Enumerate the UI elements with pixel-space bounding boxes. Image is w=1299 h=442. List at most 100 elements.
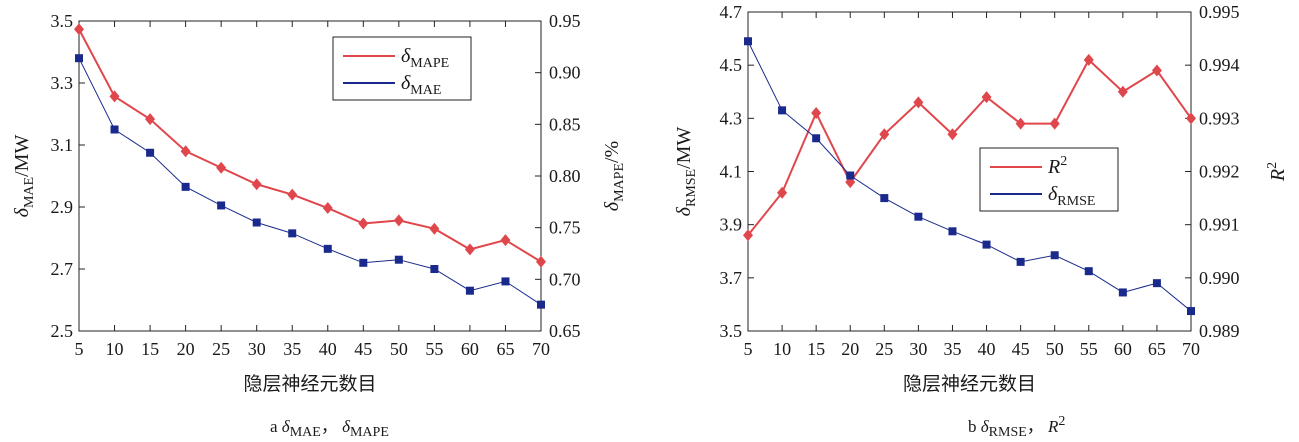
x-tick-label: 65 [1148,339,1166,359]
x-tick-label: 65 [496,339,514,359]
x-tick-label: 60 [1114,339,1132,359]
data-point-diamond [180,145,191,158]
data-point-square [146,148,155,157]
data-point-diamond [1049,117,1060,130]
data-point-square [1084,267,1093,276]
data-point-diamond [464,243,475,256]
x-tick-label: 20 [841,339,859,359]
data-point-diamond [500,234,511,247]
data-point-diamond [287,188,298,201]
y-left-tick-label: 2.9 [51,197,74,217]
x-tick-label: 50 [390,339,408,359]
x-tick-label: 30 [248,339,266,359]
data-point-square [846,171,855,180]
y-right-tick-label: 0.990 [1199,268,1240,288]
data-point-diamond [879,128,890,141]
data-point-diamond [74,23,84,36]
plot-frame [78,20,542,332]
data-point-square [1016,257,1025,266]
y-right-tick-label: 0.80 [549,166,581,186]
y-left-tick-label: 4.5 [720,55,743,75]
x-tick-label: 15 [807,339,825,359]
legend-label: δMAE [401,72,441,98]
chart-panel-b: 5 10 15 20 25 30 35 40 45 50 55 60 65 70 3.5 3.7 3.9 4.1 4… [673,2,1289,440]
data-point-square [181,182,190,191]
data-point-square [948,227,957,236]
x-tick-label: 55 [425,339,443,359]
series-line-rmse [747,41,1192,312]
y-right-tick-label: 0.992 [1199,162,1240,182]
data-point-square [394,255,403,264]
data-point-diamond [743,229,753,242]
x-tick-label: 10 [106,339,124,359]
y-right-tick-label: 0.70 [549,269,581,289]
data-point-square [359,258,368,267]
data-point-square [914,212,923,221]
series-line-mae [78,57,542,306]
legend-box [332,36,472,101]
y-axis-left-label: δRMSE/MW [673,127,699,217]
y-right-tick-label: 0.994 [1199,55,1240,75]
x-tick-label: 10 [773,339,791,359]
y-left-tick-label: 2.7 [51,259,74,279]
data-point-square [880,194,889,203]
panel-caption: a δMAE， δMAPE [270,417,389,440]
y-axis-right-label: δMAPE/% [601,141,627,211]
data-point-diamond [1151,64,1162,77]
x-tick-label: 25 [875,339,893,359]
x-tick-label: 35 [943,339,961,359]
series-line-r2 [747,58,1192,236]
x-tick-label: 70 [1182,339,1200,359]
y-left-tick-label: 4.1 [720,162,743,182]
data-point-diamond [947,128,958,141]
x-tick-label: 30 [909,339,927,359]
data-point-square [110,125,119,134]
data-point-square [1187,307,1195,316]
series-line-mape [78,28,542,263]
y-right-tick-label: 0.65 [549,321,581,341]
data-point-square [75,54,83,63]
chart-panel-a: 5 10 15 20 25 30 35 40 45 50 55 60 65 70 2.5 2.7 2.9 3.1 3… [11,11,627,440]
data-point-square [812,134,821,143]
data-point-square [982,240,991,249]
y-right-tick-label: 0.995 [1199,2,1240,22]
y-left-tick-label: 2.5 [51,321,74,341]
data-point-square [465,286,474,295]
y-right-tick-label: 0.90 [549,63,581,83]
data-point-diamond [109,90,120,103]
y-left-tick-label: 3.1 [51,135,74,155]
x-tick-label: 15 [141,339,159,359]
data-point-square [323,244,332,253]
data-point-diamond [913,96,924,109]
data-point-diamond [981,91,992,104]
plot-frame [747,11,1192,332]
data-point-square [1118,288,1127,297]
x-tick-label: 35 [283,339,301,359]
x-axis-label: 隐层神经元数目 [243,373,376,395]
data-point-diamond [1117,85,1128,98]
y-right-tick-label: 0.991 [1199,215,1240,235]
data-point-square [1050,251,1059,260]
x-tick-label: 55 [1080,339,1098,359]
panel-caption: b δRMSE， R2 [968,414,1065,440]
y-left-tick-label: 3.5 [51,11,74,31]
y-right-tick-label: 0.75 [549,218,581,238]
x-tick-label: 5 [744,339,753,359]
y-left-tick-label: 3.7 [720,268,743,288]
data-point-diamond [429,222,440,235]
data-point-square [217,201,226,210]
data-point-diamond [393,214,404,227]
y-left-tick-label: 3.5 [720,321,743,341]
x-tick-label: 20 [177,339,195,359]
x-axis-label: 隐层神经元数目 [903,373,1036,395]
y-right-tick-label: 0.989 [1199,321,1240,341]
legend-label: R2 [1047,154,1067,178]
data-point-diamond [322,202,333,215]
x-tick-label: 40 [319,339,337,359]
data-point-diamond [145,113,156,126]
legend-label: δRMSE [1048,183,1095,209]
x-tick-label: 40 [978,339,996,359]
data-point-diamond [811,107,822,120]
